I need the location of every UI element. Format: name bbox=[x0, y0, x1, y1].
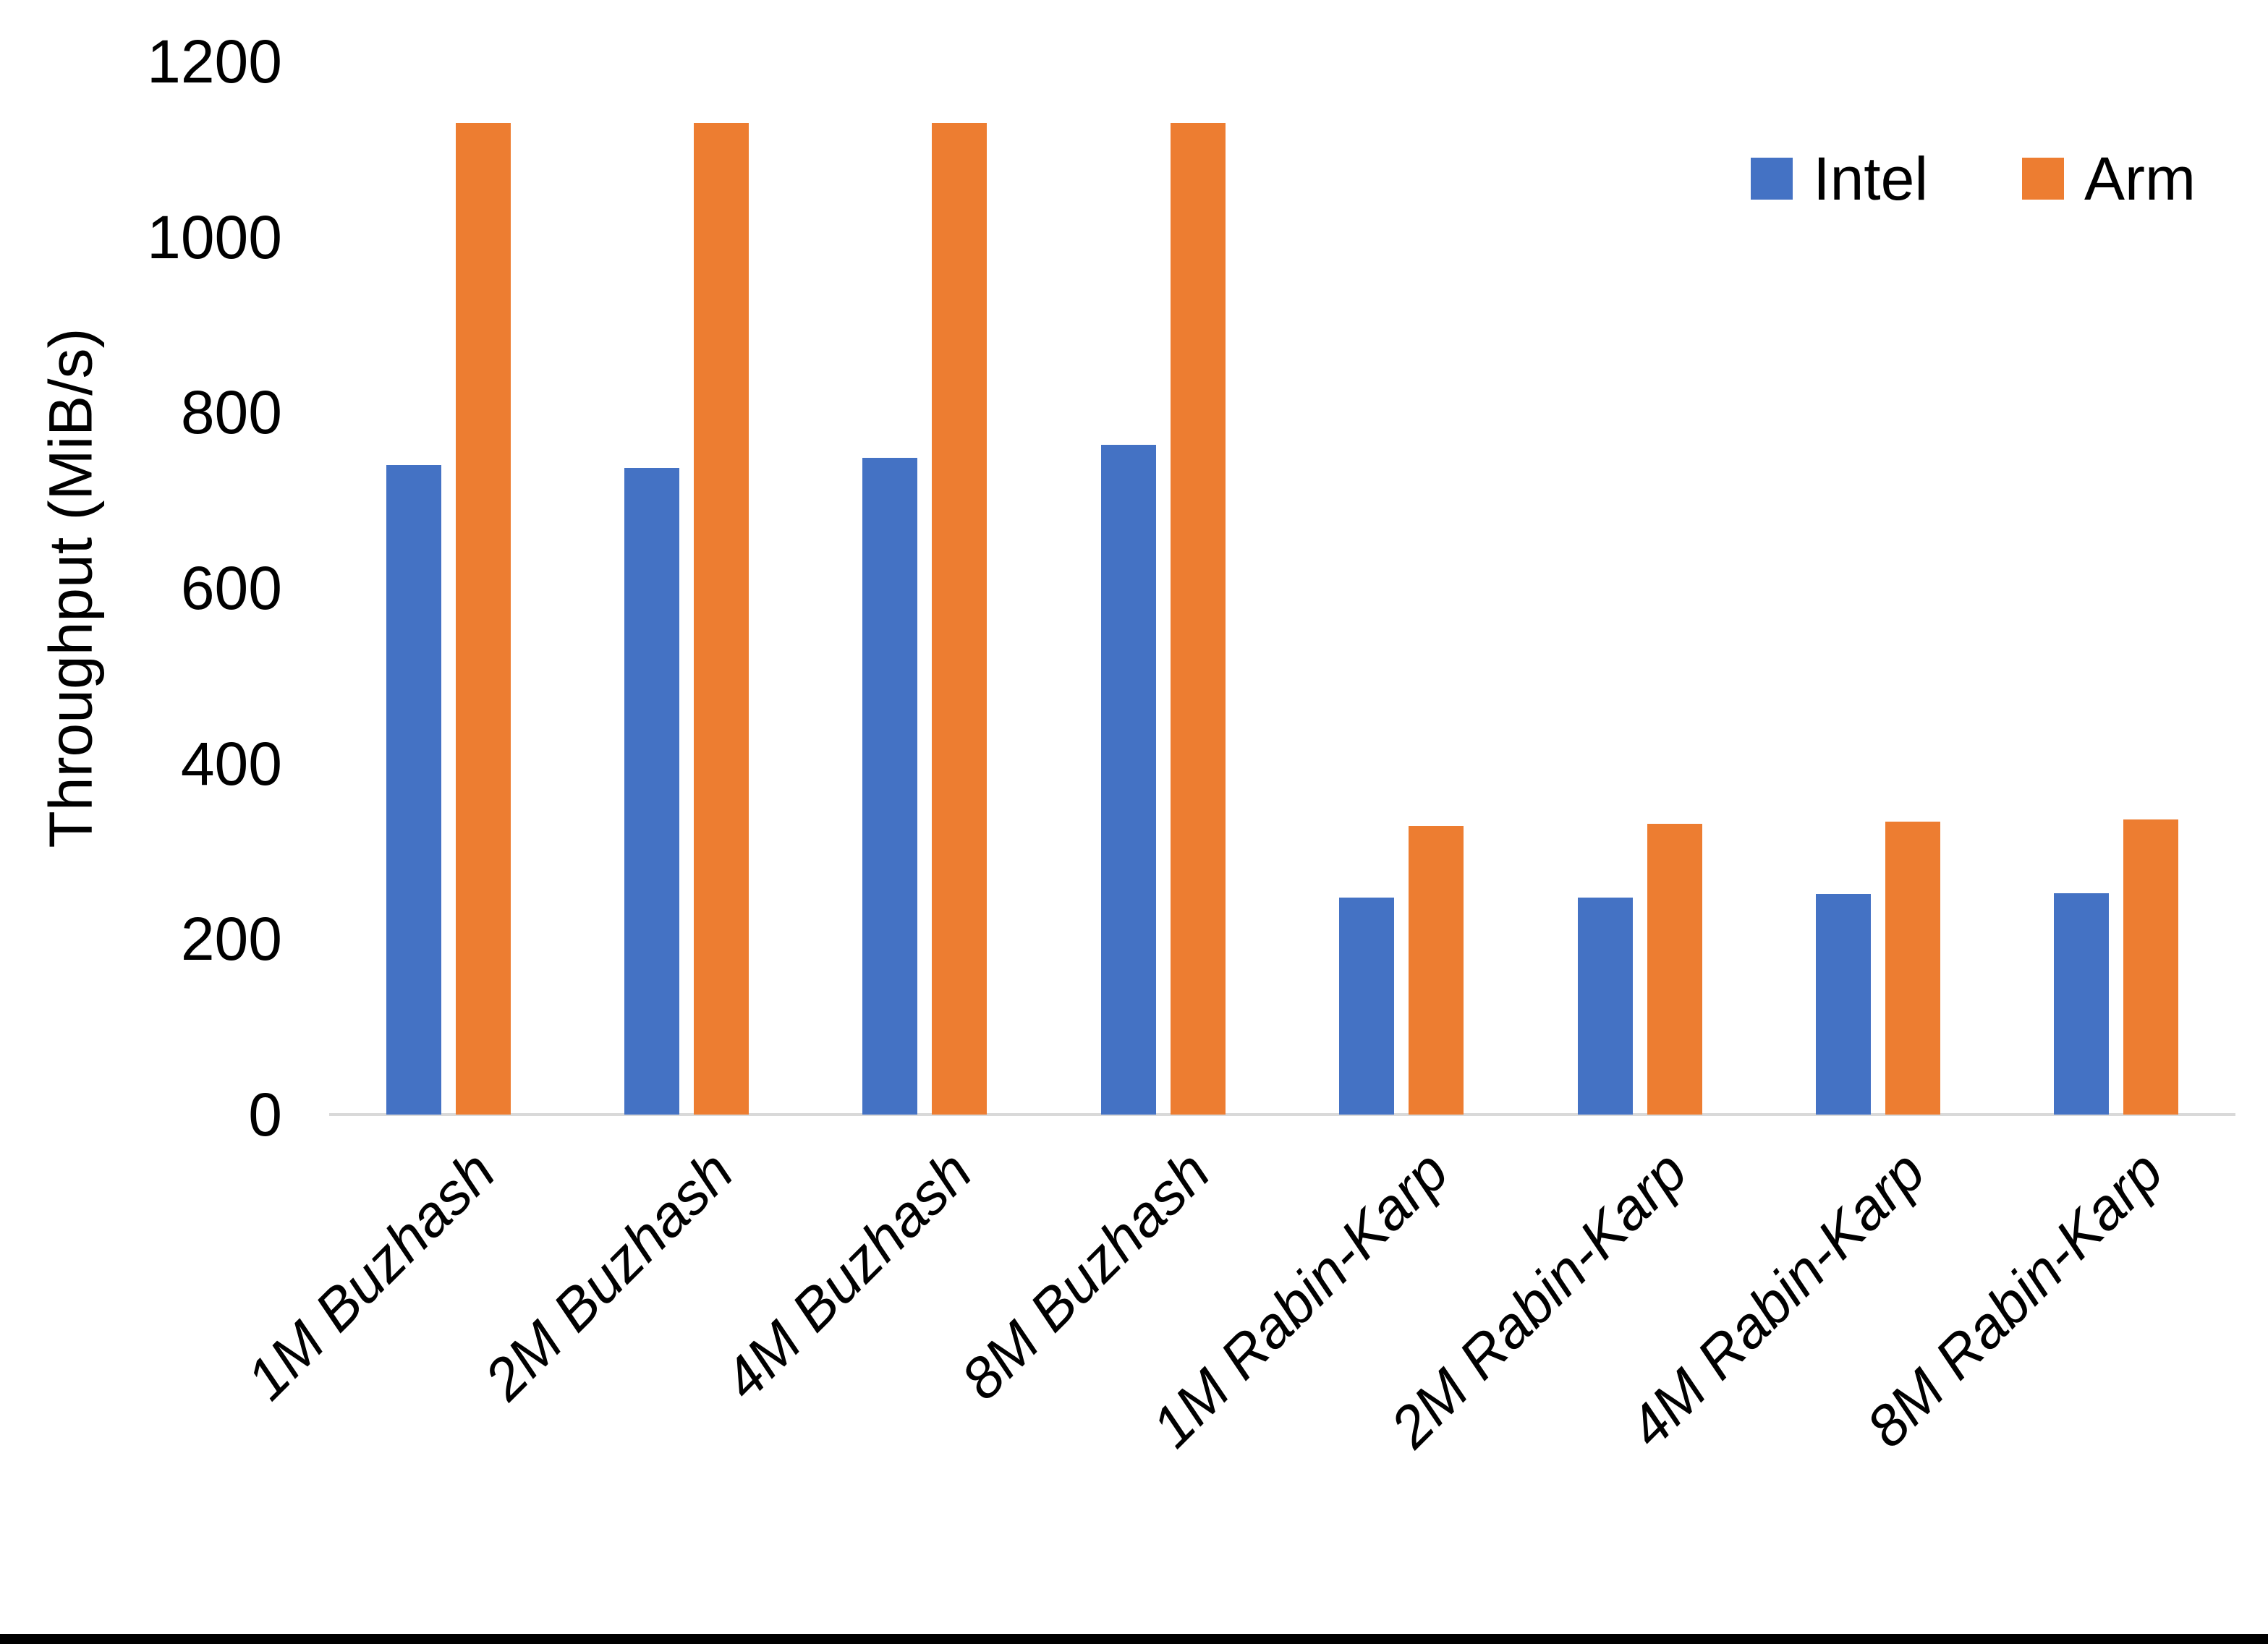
bar-arm-8m-rabin-karp bbox=[2123, 819, 2179, 1115]
legend-swatch-intel bbox=[1751, 158, 1793, 200]
x-axis-label-1m-buzhash: 1M Buzhash bbox=[234, 1138, 508, 1412]
bar-intel-8m-buzhash bbox=[1100, 445, 1156, 1115]
legend-item-intel: Intel bbox=[1751, 148, 1928, 209]
y-tick-label-1000: 1000 bbox=[147, 203, 282, 271]
bar-arm-4m-rabin-karp bbox=[1885, 821, 1940, 1115]
bar-arm-2m-buzhash bbox=[694, 122, 749, 1115]
bar-intel-1m-rabin-karp bbox=[1339, 898, 1395, 1115]
bar-intel-4m-rabin-karp bbox=[1815, 894, 1871, 1115]
legend: Intel Arm bbox=[1751, 148, 2196, 209]
legend-item-arm: Arm bbox=[2022, 148, 2196, 209]
y-tick-label-1200: 1200 bbox=[147, 27, 282, 95]
x-axis-label-4m-buzhash: 4M Buzhash bbox=[710, 1138, 984, 1412]
bar-arm-2m-rabin-karp bbox=[1647, 824, 1702, 1115]
x-axis-label-8m-buzhash: 8M Buzhash bbox=[948, 1138, 1223, 1412]
bar-intel-1m-buzhash bbox=[386, 465, 441, 1115]
bar-arm-8m-buzhash bbox=[1170, 122, 1226, 1115]
bar-intel-8m-rabin-karp bbox=[2054, 893, 2110, 1115]
y-tick-label-600: 600 bbox=[180, 554, 282, 622]
x-axis-label-2m-buzhash: 2M Buzhash bbox=[472, 1138, 746, 1412]
bar-arm-1m-buzhash bbox=[455, 122, 511, 1115]
y-tick-label-200: 200 bbox=[180, 905, 282, 974]
bar-intel-4m-buzhash bbox=[862, 458, 918, 1115]
bar-intel-2m-rabin-karp bbox=[1577, 898, 1633, 1115]
y-tick-label-400: 400 bbox=[180, 729, 282, 798]
legend-swatch-arm bbox=[2022, 158, 2065, 200]
x-axis-line bbox=[329, 1113, 2235, 1116]
legend-label-arm: Arm bbox=[2084, 145, 2196, 213]
bar-arm-1m-rabin-karp bbox=[1409, 825, 1464, 1115]
y-tick-label-0: 0 bbox=[248, 1081, 282, 1149]
plot-area bbox=[329, 61, 2235, 1116]
legend-label-intel: Intel bbox=[1813, 145, 1929, 213]
y-tick-label-800: 800 bbox=[180, 378, 282, 447]
bottom-border bbox=[0, 1634, 2268, 1644]
bar-intel-2m-buzhash bbox=[624, 467, 680, 1115]
bar-arm-4m-buzhash bbox=[932, 122, 988, 1115]
